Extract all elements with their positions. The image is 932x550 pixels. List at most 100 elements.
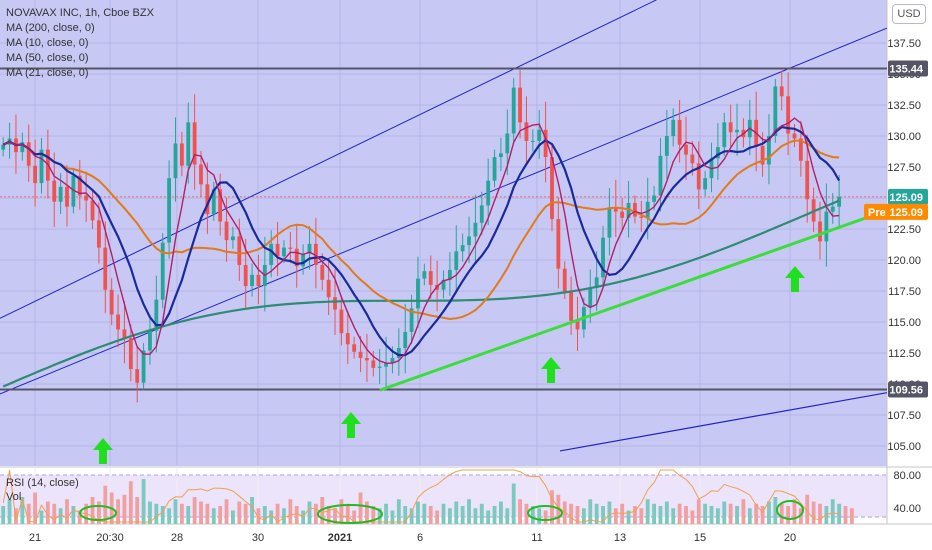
candle-body [530, 140, 535, 142]
candle-body [403, 331, 408, 349]
candles [1, 69, 842, 403]
volume-bar [652, 503, 656, 524]
currency-button[interactable]: USD [892, 4, 926, 24]
candle-body [282, 247, 286, 257]
up-arrow-icon [93, 438, 113, 464]
volume-bar [460, 506, 465, 524]
candle-body [122, 329, 127, 339]
volume-bar [473, 508, 478, 524]
volume-bar [722, 501, 727, 524]
volume-bar [173, 499, 178, 524]
legend-ma50: MA (50, close, 0) [6, 52, 89, 64]
candle-body [52, 180, 57, 202]
candle-body [620, 211, 625, 218]
volume-bar [709, 506, 714, 524]
candle-body [805, 160, 810, 200]
volume-bar [128, 481, 133, 524]
candle-body [824, 211, 829, 242]
volume-bar [77, 510, 82, 524]
ma10-line [2, 117, 840, 364]
candle-body [696, 163, 701, 190]
volume-bar [537, 508, 542, 524]
volume-bar [33, 492, 38, 524]
indicator-legend: NOVAVAX INC, 1h, Cboe BZX MA (200, close… [6, 6, 154, 81]
volume-bar [601, 506, 605, 524]
volume-bar [499, 501, 503, 524]
candle-body [128, 338, 133, 370]
candle-body [224, 221, 229, 241]
channel-lower [559, 392, 887, 452]
volume-bar [39, 510, 44, 524]
volume-bar [696, 499, 701, 524]
chart-title: NOVAVAX INC, 1h, Cboe BZX [6, 7, 154, 19]
price-tick-label: 130.00 [887, 131, 921, 143]
candle-body [671, 119, 676, 136]
volume-bar [224, 499, 229, 524]
volume-bar [735, 506, 739, 524]
volume-bar [154, 503, 159, 524]
candle-body [250, 274, 254, 287]
volume-bar [486, 510, 491, 524]
candle-body [84, 195, 89, 201]
candle-body [447, 269, 452, 280]
volume-bar [792, 499, 797, 524]
price-tick-label: 132.50 [887, 100, 921, 112]
candle-body [109, 289, 114, 315]
volume-bar [26, 503, 31, 524]
candle-body [460, 245, 465, 252]
candle-body [715, 147, 720, 159]
volume-bar [530, 506, 535, 524]
candle-body [537, 129, 542, 141]
volume-bar [377, 508, 382, 524]
candle-body [320, 264, 325, 280]
volume-bar [186, 506, 191, 524]
vol-label: Vol [6, 491, 22, 503]
level-tag-label: 135.44 [889, 64, 924, 76]
price-tick-label: 105.00 [887, 441, 921, 453]
legend-ma200: MA (200, close, 0) [6, 22, 95, 34]
candle-body [767, 136, 771, 165]
time-tick-label: 15 [694, 532, 706, 544]
candle-body [409, 308, 414, 332]
rsi-label: RSI (14, close) [6, 477, 79, 489]
volume-bar [843, 506, 848, 524]
volume-bar [179, 503, 184, 524]
volume-bar [786, 506, 791, 524]
candle-body [760, 145, 765, 165]
time-tick-label: 20:30 [96, 532, 124, 544]
time-tick-label: 21 [29, 532, 41, 544]
candle-body [339, 309, 344, 334]
volume-bar [275, 503, 280, 524]
volume-bar [218, 506, 223, 524]
rsi-legend: RSI (14, close) Vol [6, 476, 79, 504]
candle-body [690, 154, 695, 164]
candle-body [518, 87, 522, 123]
time-tick-label: 2021 [328, 532, 352, 544]
volume-bar [416, 501, 420, 524]
volume-bar [435, 510, 440, 524]
candle-body [562, 268, 567, 293]
pre-market-tag [864, 203, 928, 220]
candle-body [588, 287, 593, 308]
candle-body [722, 122, 727, 148]
time-tick-label: 28 [171, 532, 183, 544]
chart-background [0, 0, 887, 466]
volume-bar [269, 510, 274, 524]
candle-body [467, 236, 471, 246]
volume-bar [760, 506, 765, 524]
candle-body [192, 122, 197, 165]
candle-body [173, 143, 178, 179]
candle-body [703, 178, 708, 190]
volume-bar [148, 501, 152, 524]
volume-bar [779, 503, 784, 524]
candle-body [167, 178, 172, 243]
volume-bar [250, 497, 254, 524]
last-price-label: 125.09 [889, 192, 923, 204]
volume-bar [192, 497, 197, 524]
candle-body [345, 333, 350, 345]
candle-body [77, 175, 82, 196]
volume-bar [96, 501, 101, 524]
price-tick-label: 122.50 [887, 224, 921, 236]
candle-body [211, 189, 216, 215]
